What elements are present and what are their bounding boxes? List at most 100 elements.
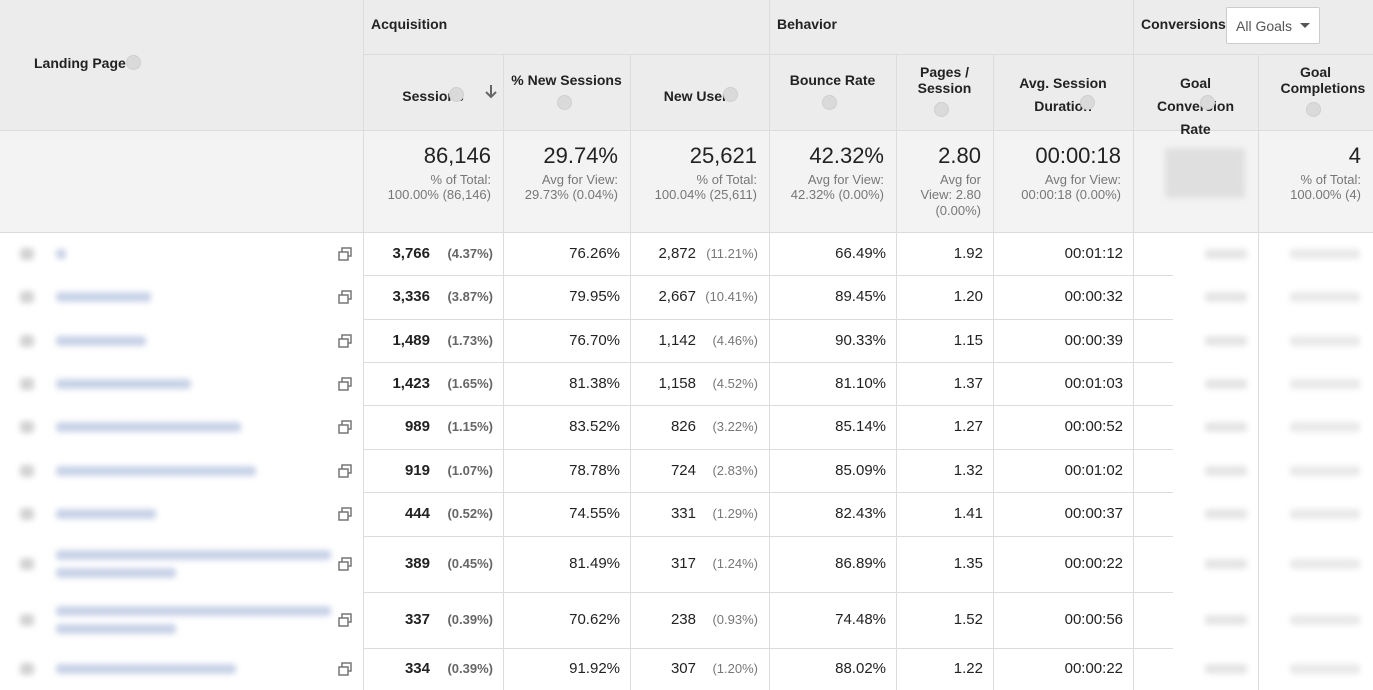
total-detail: 100.00% (86,146)	[387, 187, 491, 202]
open-link-icon[interactable]	[338, 376, 352, 391]
new-sessions: 81.38%	[569, 374, 620, 392]
row-number	[20, 464, 34, 477]
help-icon	[449, 87, 464, 102]
blurred-url	[56, 509, 156, 519]
total-value: 29.74%	[543, 143, 618, 168]
blurred-conversion	[1205, 509, 1247, 519]
row-line	[363, 449, 1173, 450]
group-divider	[363, 0, 364, 690]
row-line	[363, 536, 1173, 537]
column-header: Pages / Session	[917, 64, 972, 96]
column-header: Goal Conversion Rate	[1156, 75, 1234, 137]
sort-arrow	[484, 84, 498, 100]
blurred-completion	[1290, 664, 1360, 674]
totals-bg	[0, 130, 1373, 233]
pages-per-session: 1.20	[953, 288, 983, 305]
blurred-completion	[1290, 292, 1360, 302]
pages-per-session: 1.41	[953, 505, 983, 522]
new-users-percent: (1.29%)	[712, 506, 758, 521]
blurred-url	[56, 664, 236, 674]
open-link-icon[interactable]	[338, 290, 352, 304]
open-link-icon[interactable]	[338, 247, 352, 261]
group-label: Conversions	[1141, 16, 1226, 32]
sessions: 389	[404, 555, 430, 572]
column-header: Avg. Session Duration	[1019, 75, 1107, 114]
total-label: Avg for View:	[807, 172, 884, 187]
total-label: Avg for View:	[541, 172, 618, 187]
total-detail: (0.00%)	[935, 203, 981, 218]
pages-per-session: 1.37	[953, 374, 983, 392]
open-link-icon[interactable]	[338, 557, 352, 571]
open-link-svg	[338, 333, 352, 348]
blurred-url	[56, 292, 151, 302]
pages-per-session: 1.92	[953, 245, 983, 262]
new-sessions: 76.26%	[569, 245, 620, 262]
total-label: Avg for View: 2.80	[920, 172, 981, 202]
blurred-url	[56, 249, 66, 259]
total-value: 00:00:18	[1035, 143, 1121, 168]
blurred-url	[56, 606, 331, 616]
avg-duration: 00:00:56	[1064, 611, 1123, 628]
row-line	[363, 592, 1173, 593]
open-link-svg	[338, 613, 352, 627]
new-users-percent: (3.22%)	[712, 419, 758, 434]
blurred-completion	[1290, 378, 1360, 389]
group-label: Acquisition	[371, 16, 448, 32]
new-sessions: 79.95%	[569, 288, 620, 305]
column-header: New Users	[663, 88, 736, 104]
blurred-completion	[1290, 615, 1360, 625]
column-header: Goal Completions	[1280, 64, 1366, 96]
total-value: 2.80	[938, 143, 981, 168]
blurred-url	[56, 568, 176, 578]
row-line	[363, 648, 1173, 649]
sessions: 1,423	[392, 374, 430, 392]
blurred-total	[1165, 148, 1245, 198]
row-number	[20, 334, 34, 347]
sessions-percent: (1.07%)	[447, 462, 493, 478]
total-detail: 29.73% (0.04%)	[524, 187, 618, 202]
bounce-rate: 89.45%	[835, 288, 886, 305]
sessions: 3,766	[392, 245, 430, 262]
open-link-icon[interactable]	[338, 420, 352, 434]
help-icon	[1306, 102, 1321, 117]
open-link-svg	[338, 247, 352, 261]
bounce-rate: 86.89%	[835, 555, 886, 572]
row-number	[20, 248, 34, 260]
blurred-conversion	[1205, 664, 1247, 674]
bounce-rate: 81.10%	[835, 374, 886, 392]
blurred-url	[56, 422, 241, 432]
open-link-icon[interactable]	[338, 613, 352, 627]
column-header[interactable]: Sessions	[402, 88, 464, 104]
new-users-percent: (4.52%)	[712, 375, 758, 391]
blurred-conversion	[1205, 335, 1247, 346]
open-link-icon[interactable]	[338, 463, 352, 478]
sessions: 337	[404, 611, 430, 628]
bounce-rate: 74.48%	[835, 611, 886, 628]
pages-per-session: 1.27	[953, 418, 983, 435]
col-divider	[630, 54, 631, 690]
row-number	[20, 508, 34, 520]
open-link-icon[interactable]	[338, 507, 352, 521]
new-users: 2,872	[658, 245, 696, 262]
sessions: 334	[404, 660, 430, 677]
total-detail: 100.04% (25,611)	[654, 187, 757, 202]
blurred-completion	[1290, 559, 1360, 569]
dropdown-arrow	[1300, 23, 1310, 28]
new-users: 317	[670, 555, 696, 572]
total-label: % of Total:	[1300, 172, 1361, 187]
sessions-percent: (1.65%)	[447, 375, 493, 391]
open-link-icon[interactable]	[338, 662, 352, 676]
pages-per-session: 1.22	[953, 660, 983, 677]
help-icon	[557, 95, 572, 110]
avg-duration: 00:01:12	[1064, 245, 1123, 262]
avg-duration: 00:01:03	[1064, 374, 1123, 392]
open-link-icon[interactable]	[338, 333, 352, 348]
sessions: 919	[404, 461, 430, 479]
group-divider	[1133, 0, 1134, 690]
help-icon	[822, 95, 837, 110]
new-sessions: 91.92%	[569, 660, 620, 677]
new-users-percent: (10.41%)	[705, 289, 758, 304]
new-users-percent: (1.20%)	[712, 661, 758, 676]
total-label: % of Total:	[696, 172, 757, 187]
